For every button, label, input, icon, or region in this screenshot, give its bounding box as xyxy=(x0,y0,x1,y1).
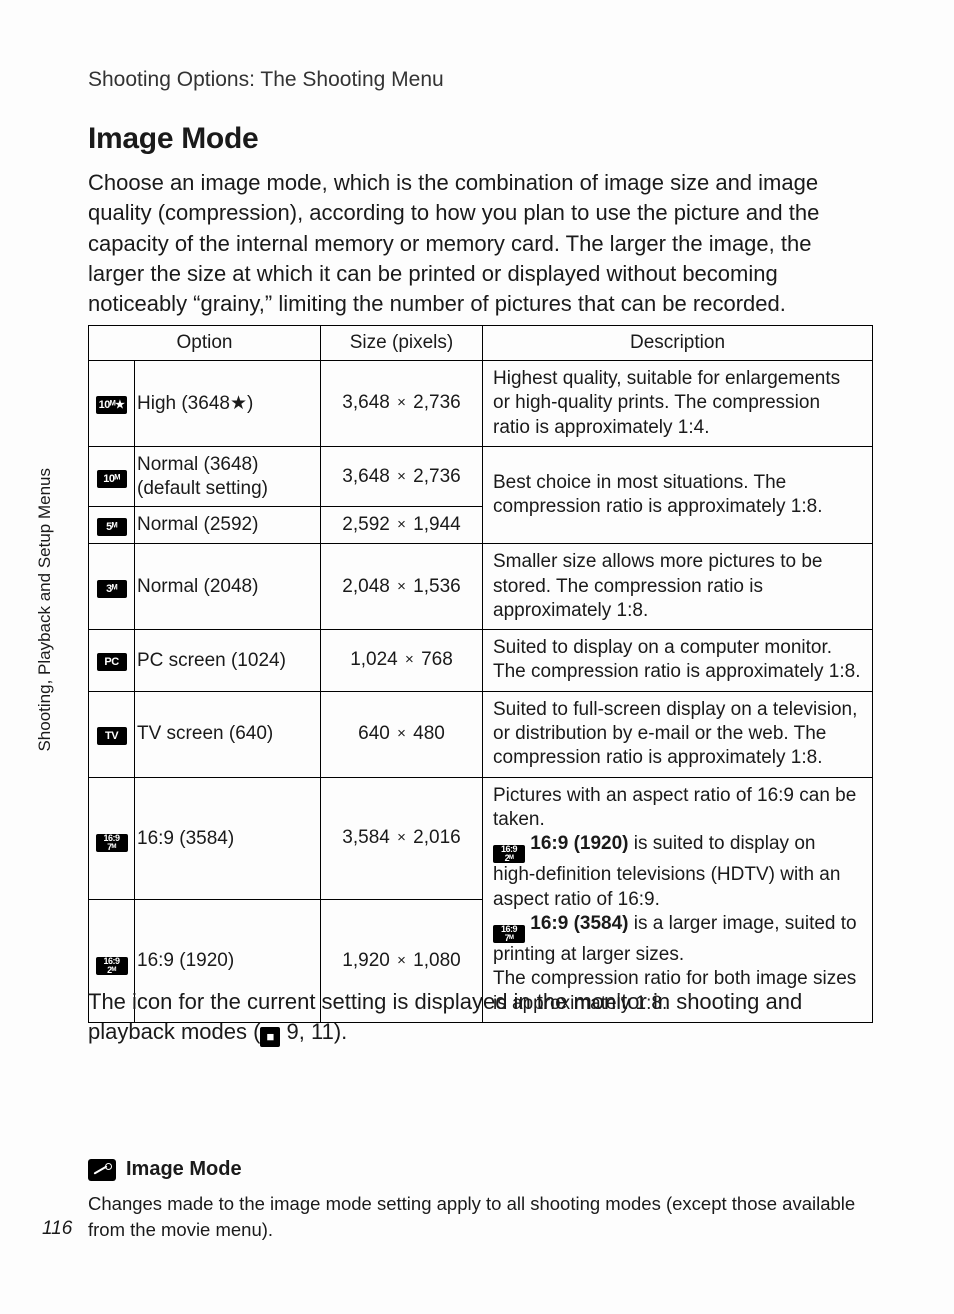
option-label: PC screen (1024) xyxy=(135,630,321,692)
footnote-text: Changes made to the image mode setting a… xyxy=(88,1191,873,1243)
page-title: Image Mode xyxy=(88,122,258,156)
option-icon: PC xyxy=(89,630,135,692)
description-text: Smaller size allows more pictures to be … xyxy=(483,544,873,630)
table-row: 3ᴹNormal (2048)2,048 × 1,536Smaller size… xyxy=(89,544,873,630)
footnote-box: Image Mode Changes made to the image mod… xyxy=(88,1158,873,1243)
page-number: 116 xyxy=(42,1218,72,1240)
table-header-row: Option Size (pixels) Description xyxy=(89,326,873,361)
page: Shooting Options: The Shooting Menu Imag… xyxy=(0,0,954,1314)
table-row: PCPC screen (1024)1,024 × 768Suited to d… xyxy=(89,630,873,692)
table-row: 16:97ᴹ16:9 (3584)3,584 × 2,016Pictures w… xyxy=(89,777,873,900)
description-text: Highest quality, suitable for enlargemen… xyxy=(483,361,873,447)
table-row: 10ᴹNormal (3648)(default setting)3,648 ×… xyxy=(89,446,873,507)
size-value: 2,592 × 1,944 xyxy=(321,507,483,544)
side-tab-label: Shooting, Playback and Setup Menus xyxy=(35,468,55,752)
option-icon: 10ᴹ★ xyxy=(89,361,135,447)
description-text: Pictures with an aspect ratio of 16:9 ca… xyxy=(483,777,873,1022)
size-value: 1,024 × 768 xyxy=(321,630,483,692)
size-value: 3,648 × 2,736 xyxy=(321,361,483,447)
breadcrumb: Shooting Options: The Shooting Menu xyxy=(88,68,444,92)
footnote-title: Image Mode xyxy=(126,1158,242,1181)
size-value: 3,648 × 2,736 xyxy=(321,446,483,507)
description-text: Best choice in most situations. The comp… xyxy=(483,446,873,543)
option-label: Normal (2592) xyxy=(135,507,321,544)
size-value: 640 × 480 xyxy=(321,691,483,777)
col-size: Size (pixels) xyxy=(321,326,483,361)
option-label: TV screen (640) xyxy=(135,691,321,777)
option-label: 16:9 (3584) xyxy=(135,777,321,900)
table-row: 10ᴹ★High (3648★)3,648 × 2,736Highest qua… xyxy=(89,361,873,447)
option-label: High (3648★) xyxy=(135,361,321,447)
table-row: TVTV screen (640)640 × 480Suited to full… xyxy=(89,691,873,777)
options-table: Option Size (pixels) Description 10ᴹ★Hig… xyxy=(88,325,873,1023)
col-option: Option xyxy=(89,326,321,361)
col-desc: Description xyxy=(483,326,873,361)
option-icon: 3ᴹ xyxy=(89,544,135,630)
post-table-note: The icon for the current setting is disp… xyxy=(88,987,873,1048)
option-icon: 16:97ᴹ xyxy=(89,777,135,900)
pencil-note-icon xyxy=(88,1159,116,1181)
option-label: Normal (3648)(default setting) xyxy=(135,446,321,507)
size-value: 2,048 × 1,536 xyxy=(321,544,483,630)
option-label: Normal (2048) xyxy=(135,544,321,630)
size-value: 3,584 × 2,016 xyxy=(321,777,483,900)
option-icon: TV xyxy=(89,691,135,777)
description-text: Suited to full-screen display on a telev… xyxy=(483,691,873,777)
intro-paragraph: Choose an image mode, which is the combi… xyxy=(88,168,873,320)
option-icon: 5ᴹ xyxy=(89,507,135,544)
option-icon: 10ᴹ xyxy=(89,446,135,507)
description-text: Suited to display on a computer monitor.… xyxy=(483,630,873,692)
